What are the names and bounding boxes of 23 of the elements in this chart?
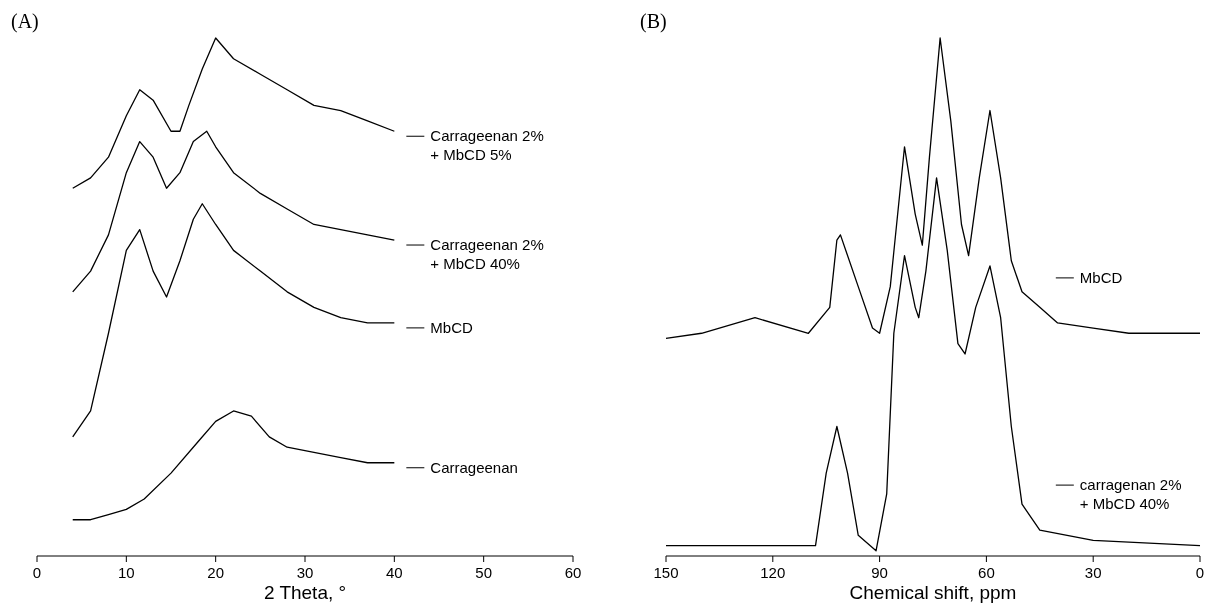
x-tick-label: 10 bbox=[117, 564, 135, 581]
legend-label: Carrageenan 2% + MbCD 5% bbox=[430, 127, 544, 164]
x-tick-label: 120 bbox=[760, 564, 786, 581]
x-tick-label: 30 bbox=[1084, 564, 1102, 581]
legend-label: MbCD bbox=[430, 318, 473, 336]
legend-label: MbCD bbox=[1079, 268, 1123, 286]
legend-label: Carrageenan 2% + MbCD 40% bbox=[430, 236, 544, 273]
x-tick-label: 150 bbox=[653, 564, 679, 581]
x-tick-label: 50 bbox=[475, 564, 493, 581]
x-tick-label: 60 bbox=[978, 564, 995, 581]
chart-title: (B) bbox=[640, 10, 667, 33]
x-tick-label: 40 bbox=[385, 564, 403, 581]
x-tick-label: 0 bbox=[1195, 564, 1205, 581]
x-axis-title: Chemical shift, ppm bbox=[849, 582, 1017, 603]
legend-label: Carrageenan bbox=[430, 458, 518, 476]
x-tick-label: 20 bbox=[207, 564, 225, 581]
x-tick-label: 60 bbox=[564, 564, 582, 581]
legend-label: carragenan 2% + MbCD 40% bbox=[1079, 476, 1182, 513]
x-axis-title: 2 Theta, ° bbox=[263, 582, 347, 603]
x-tick-label: 30 bbox=[296, 564, 314, 581]
chart-title: (A) bbox=[11, 10, 39, 33]
x-tick-label: 0 bbox=[32, 564, 42, 581]
x-tick-label: 90 bbox=[871, 564, 888, 581]
